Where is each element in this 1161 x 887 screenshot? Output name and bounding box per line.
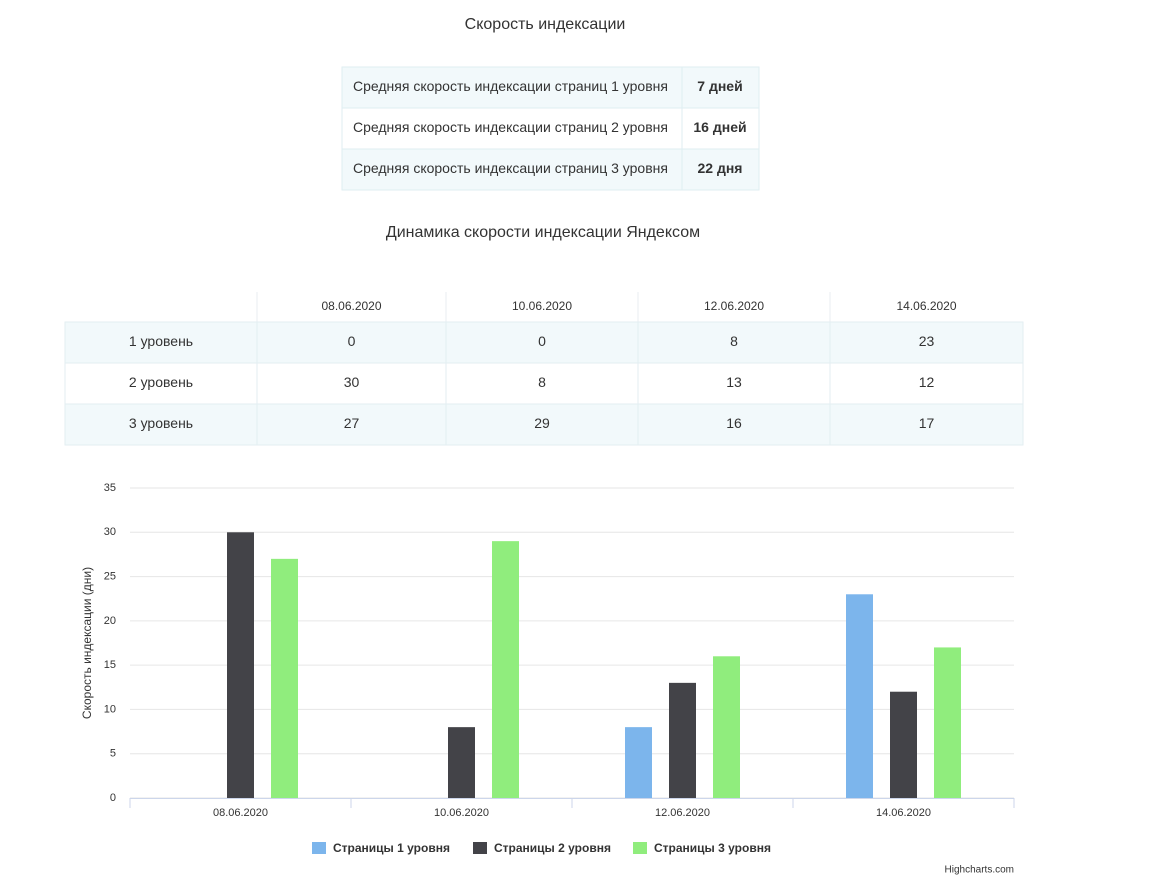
legend-label[interactable]: Страницы 1 уровня (333, 841, 450, 855)
bar (625, 727, 652, 798)
table-cell (256, 403, 447, 446)
y-tick-label: 25 (104, 570, 116, 582)
table-value: 12 (919, 374, 935, 390)
table-value: 27 (344, 415, 360, 431)
summary-title: Скорость индексации (465, 16, 626, 33)
table-value: 0 (348, 333, 356, 349)
table-cell (829, 362, 1024, 405)
table-cell (637, 403, 831, 446)
y-tick-label: 35 (104, 482, 116, 494)
column-header: 12.06.2020 (704, 299, 764, 313)
bar (713, 656, 740, 798)
table-value: 23 (919, 333, 935, 349)
y-tick-label: 0 (110, 792, 116, 804)
bar (890, 691, 917, 798)
summary-cell (681, 107, 760, 150)
table-cell (445, 362, 639, 405)
table-value: 8 (538, 374, 546, 390)
bar (846, 594, 873, 798)
y-tick-label: 20 (104, 615, 116, 627)
bar (934, 647, 961, 798)
row-label: 2 уровень (129, 374, 193, 390)
summary-cell (681, 66, 760, 109)
y-tick-label: 15 (104, 659, 116, 671)
dynamics-title: Динамика скорости индексации Яндексом (386, 224, 700, 241)
table-value: 29 (534, 415, 550, 431)
y-tick-label: 10 (104, 703, 116, 715)
x-tick-label: 08.06.2020 (213, 807, 268, 819)
summary-cell (681, 148, 760, 191)
table-cell (64, 362, 258, 405)
summary-cell (341, 148, 683, 191)
row-label: 1 уровень (129, 333, 193, 349)
bar (271, 558, 298, 798)
table-cell (637, 321, 831, 364)
y-tick-label: 5 (110, 748, 116, 760)
bar (492, 541, 519, 798)
table-value: 30 (344, 374, 360, 390)
x-tick-label: 12.06.2020 (655, 807, 710, 819)
bar (448, 727, 475, 798)
x-tick-label: 14.06.2020 (876, 807, 931, 819)
y-axis-title: Скорость индексации (дни) (80, 567, 94, 719)
summary-value: 16 дней (693, 119, 746, 135)
legend-swatch (633, 842, 647, 854)
x-tick-label: 10.06.2020 (434, 807, 489, 819)
summary-value: 22 дня (698, 160, 743, 176)
table-value: 16 (726, 415, 742, 431)
bar (669, 682, 696, 798)
row-label: 3 уровень (129, 415, 193, 431)
y-tick-label: 30 (104, 526, 116, 538)
summary-label: Средняя скорость индексации страниц 3 ур… (353, 160, 668, 176)
bar (227, 532, 254, 798)
table-value: 13 (726, 374, 742, 390)
column-header: 08.06.2020 (321, 299, 381, 313)
column-header: 10.06.2020 (512, 299, 572, 313)
table-value: 17 (919, 415, 935, 431)
column-header: 14.06.2020 (896, 299, 956, 313)
legend-swatch (312, 842, 326, 854)
summary-cell (341, 107, 683, 150)
legend-label[interactable]: Страницы 2 уровня (494, 841, 611, 855)
legend-swatch (473, 842, 487, 854)
legend-label[interactable]: Страницы 3 уровня (654, 841, 771, 855)
table-value: 0 (538, 333, 546, 349)
credits: Highcharts.com (945, 865, 1014, 876)
summary-label: Средняя скорость индексации страниц 1 ур… (353, 78, 668, 94)
table-cell (829, 403, 1024, 446)
table-value: 8 (730, 333, 738, 349)
table-cell (445, 403, 639, 446)
table-cell (445, 321, 639, 364)
table-cell (829, 321, 1024, 364)
summary-label: Средняя скорость индексации страниц 2 ур… (353, 119, 668, 135)
summary-value: 7 дней (697, 78, 742, 94)
summary-cell (341, 66, 683, 109)
